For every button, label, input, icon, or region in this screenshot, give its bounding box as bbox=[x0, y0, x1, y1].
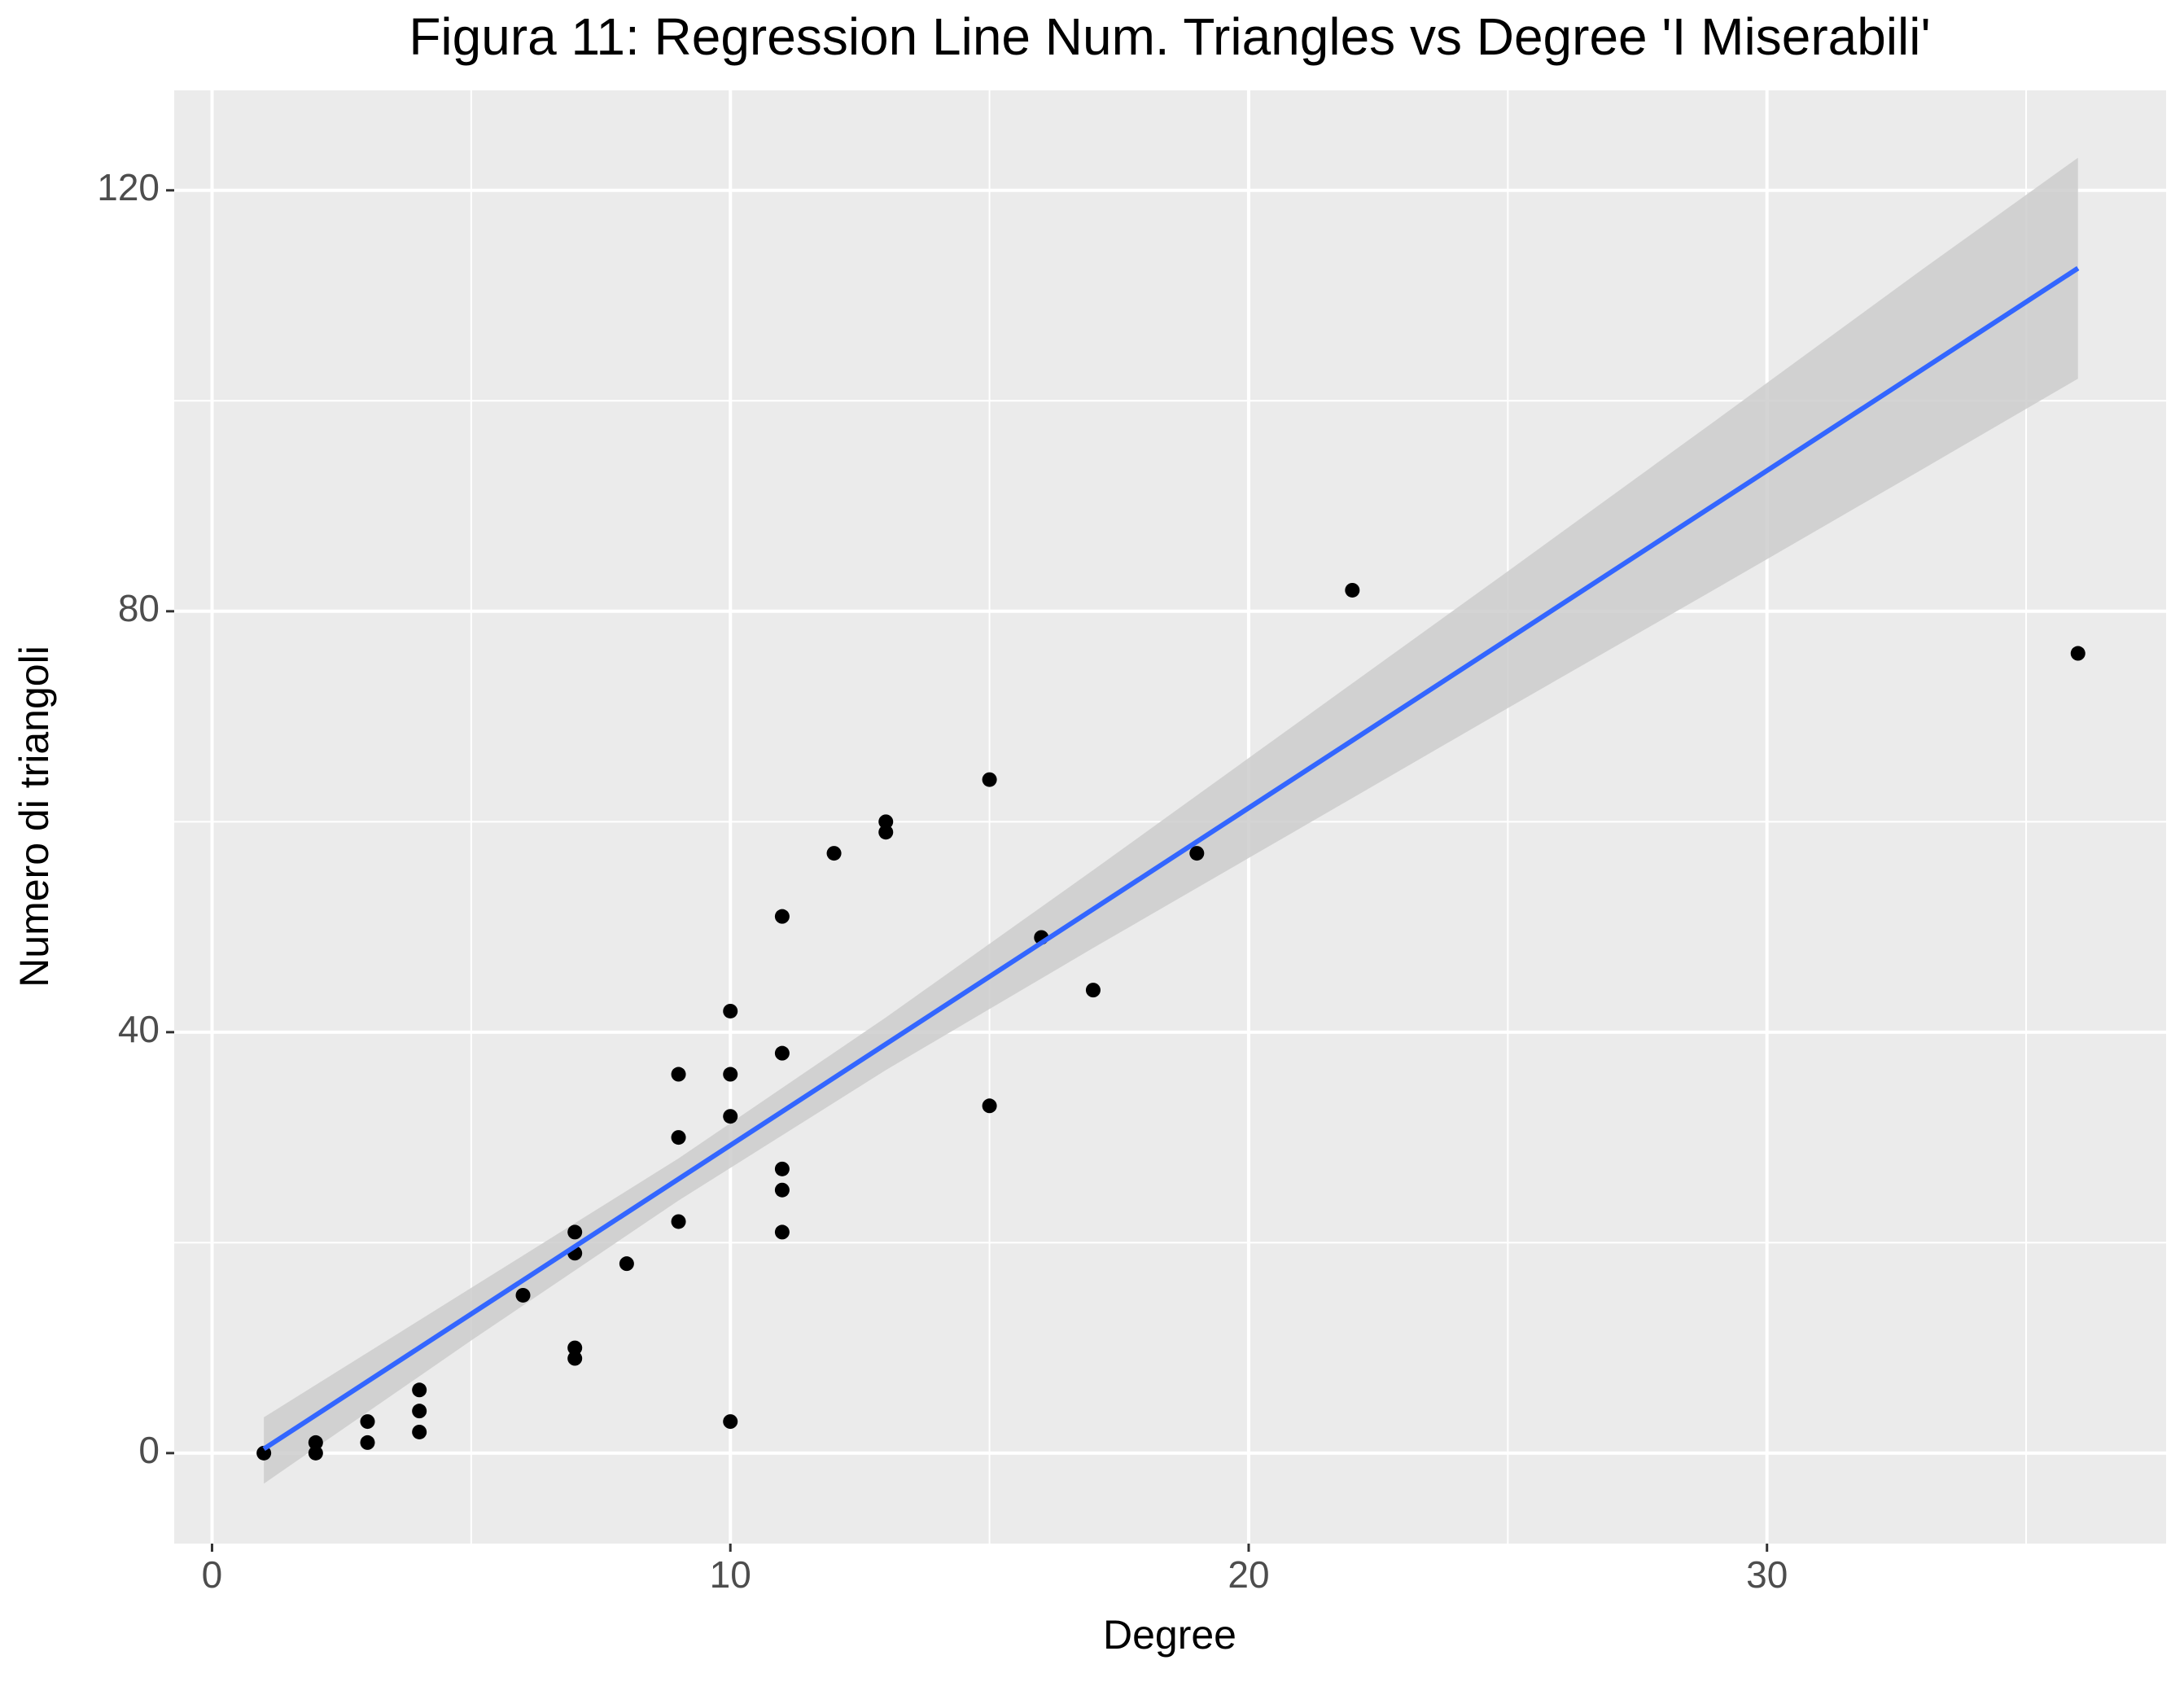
point bbox=[515, 1287, 531, 1303]
point bbox=[360, 1414, 375, 1430]
point bbox=[671, 1067, 686, 1082]
x-tick-label: 20 bbox=[1228, 1553, 1269, 1596]
point bbox=[826, 846, 842, 861]
point bbox=[360, 1435, 375, 1450]
point bbox=[567, 1224, 583, 1240]
point bbox=[256, 1445, 272, 1461]
point bbox=[412, 1404, 427, 1419]
y-tick-label: 40 bbox=[118, 1008, 160, 1050]
regression-line bbox=[262, 265, 2080, 1452]
x-tick-label: 10 bbox=[710, 1553, 751, 1596]
point bbox=[878, 825, 894, 840]
point bbox=[1189, 846, 1205, 861]
point bbox=[774, 1182, 790, 1198]
point bbox=[567, 1340, 583, 1356]
x-tick-label: 30 bbox=[1746, 1553, 1788, 1596]
point bbox=[671, 1214, 686, 1229]
point bbox=[723, 1067, 738, 1082]
chart-title: Figura 11: Regression Line Num. Triangle… bbox=[409, 7, 1930, 66]
point bbox=[671, 1130, 686, 1145]
y-axis-title: Numero di triangoli bbox=[11, 646, 57, 988]
y-tick-label: 80 bbox=[118, 587, 160, 629]
x-axis-title: Degree bbox=[1103, 1612, 1236, 1658]
point bbox=[774, 1045, 790, 1061]
point bbox=[774, 1161, 790, 1176]
point bbox=[308, 1435, 323, 1450]
point bbox=[774, 1224, 790, 1240]
y-tick-label: 0 bbox=[138, 1429, 160, 1471]
point bbox=[412, 1382, 427, 1398]
point bbox=[1085, 983, 1101, 998]
point bbox=[878, 814, 894, 830]
y-tick-label: 120 bbox=[97, 166, 160, 208]
point bbox=[1345, 582, 1360, 598]
point bbox=[723, 1003, 738, 1018]
point bbox=[567, 1351, 583, 1366]
point bbox=[982, 1098, 997, 1114]
point bbox=[723, 1109, 738, 1124]
point bbox=[723, 1414, 738, 1430]
point bbox=[774, 909, 790, 924]
point bbox=[2070, 646, 2086, 661]
x-tick-label: 0 bbox=[202, 1553, 223, 1596]
point bbox=[982, 772, 997, 787]
point bbox=[619, 1256, 634, 1272]
point bbox=[412, 1424, 427, 1439]
point bbox=[308, 1445, 323, 1461]
